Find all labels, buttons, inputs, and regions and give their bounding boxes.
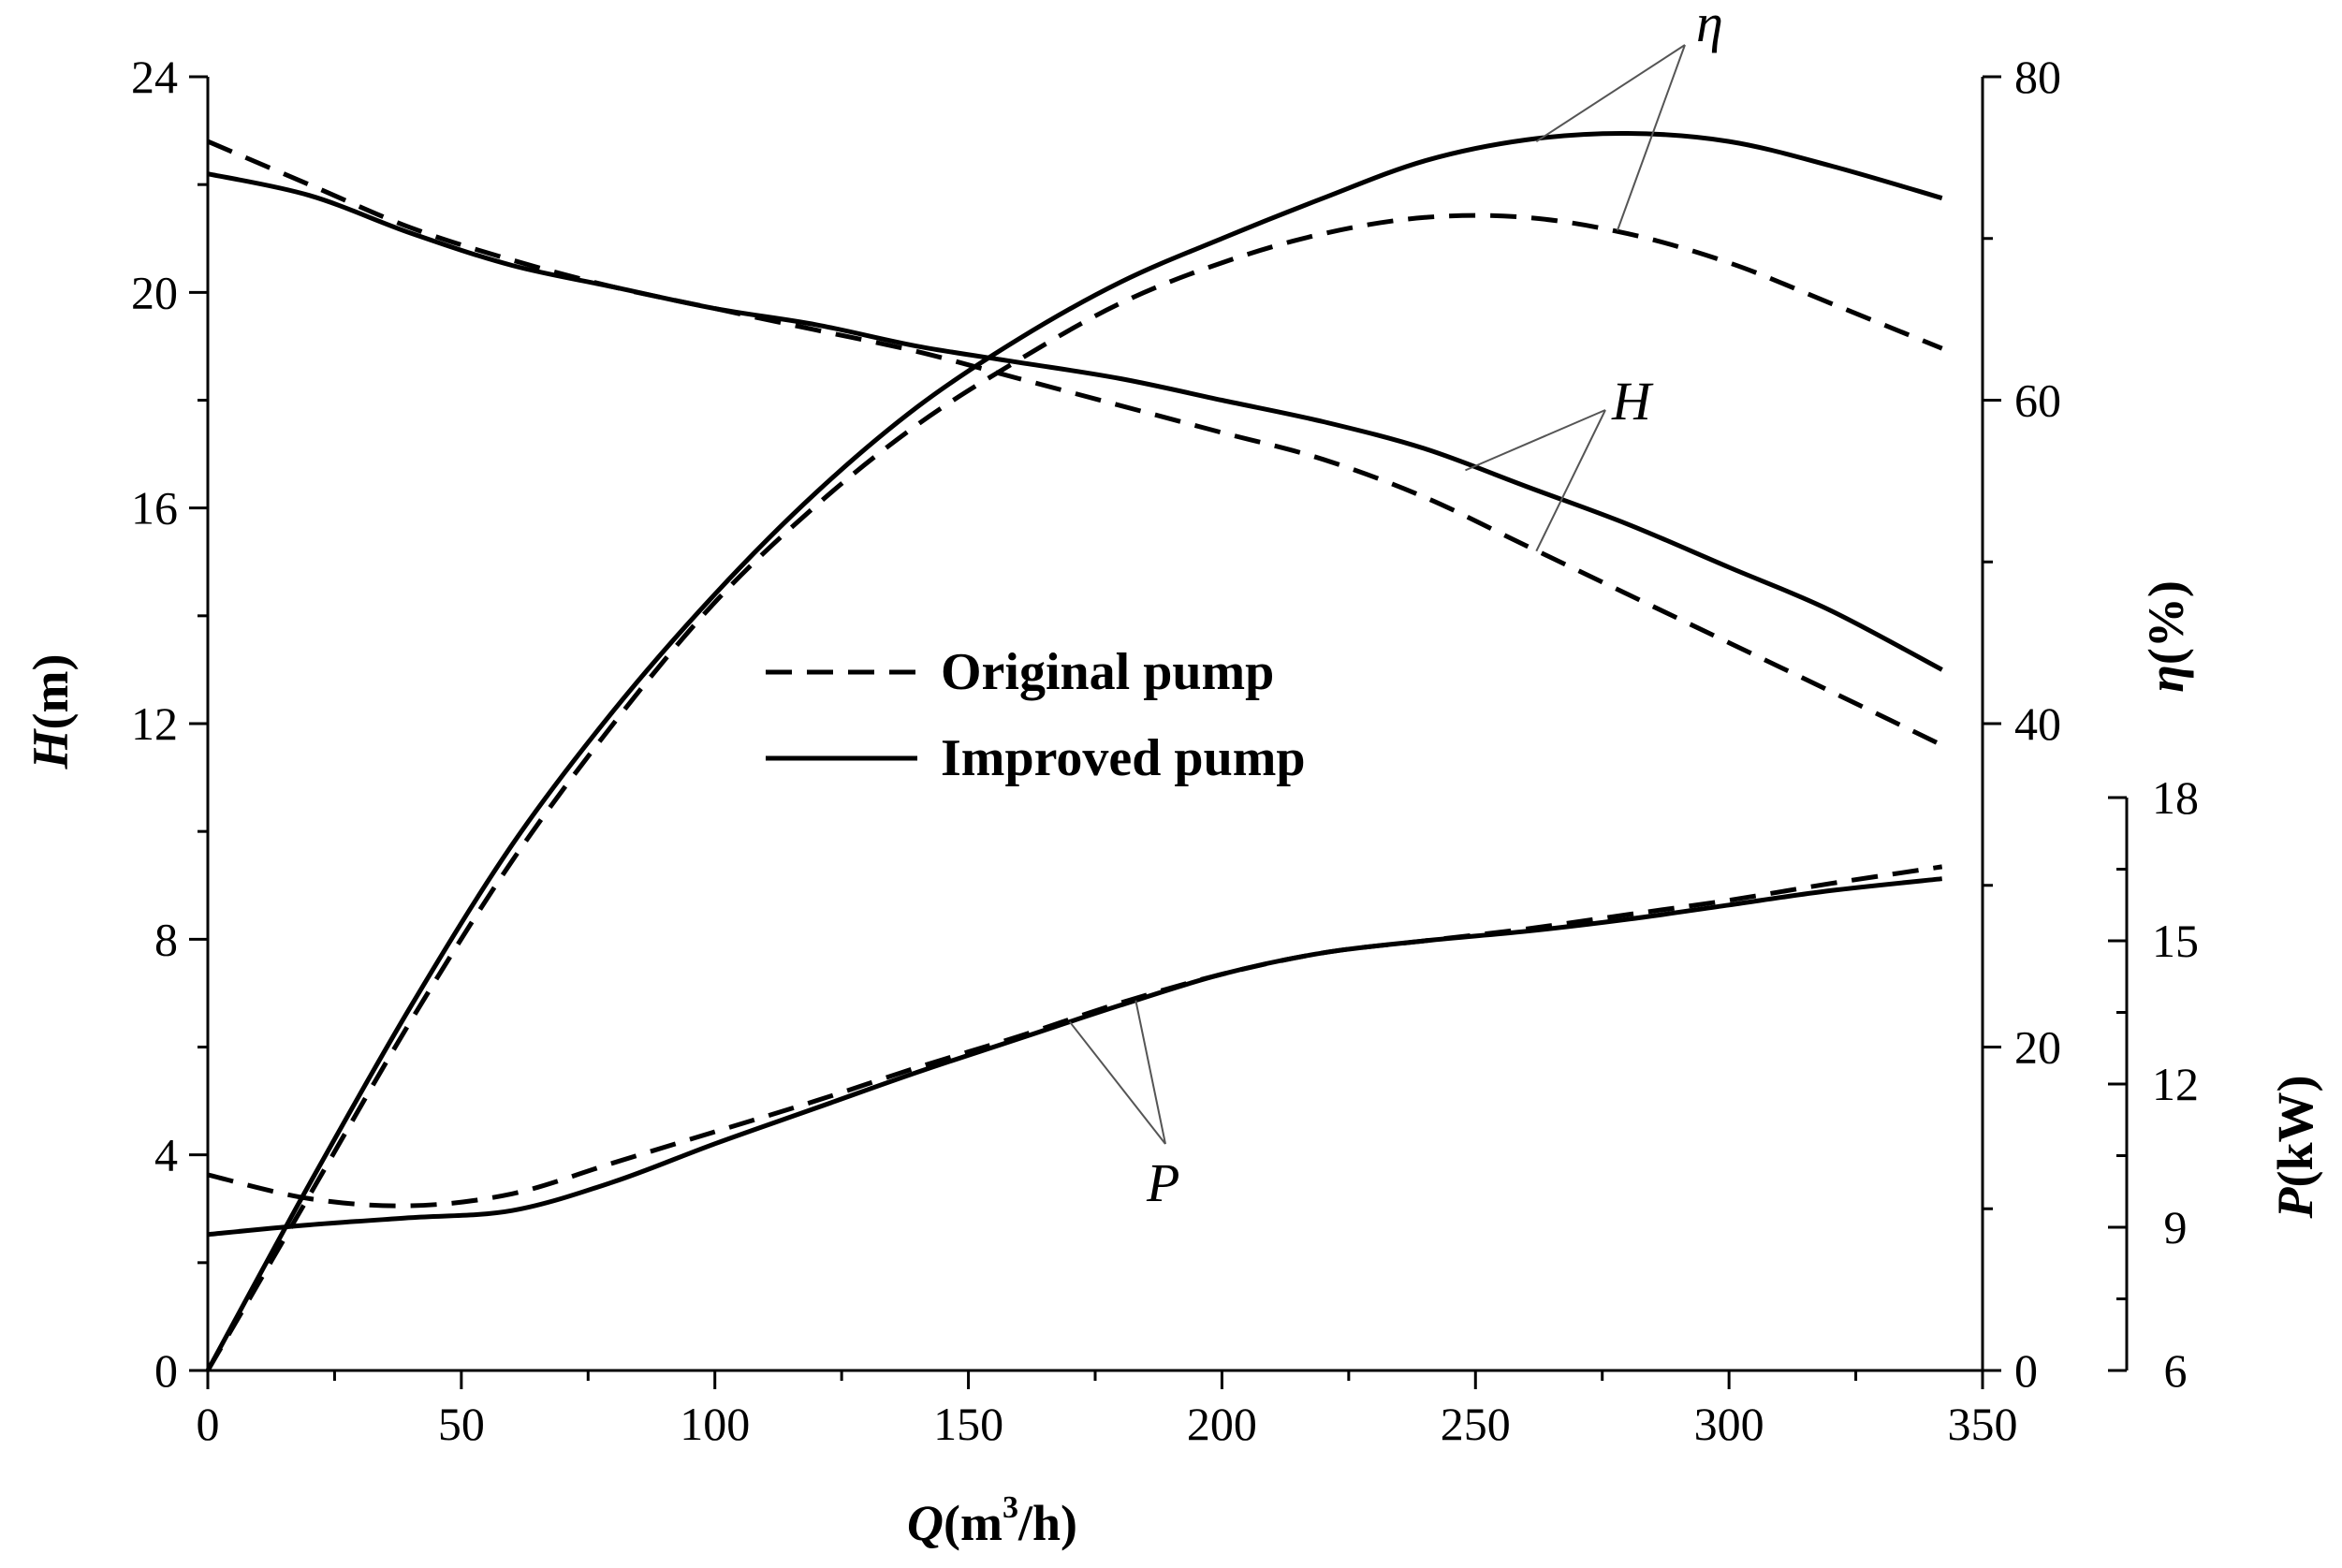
- x-tick-label: 300: [1694, 1398, 1764, 1450]
- eta-tick-label: 20: [2014, 1021, 2061, 1074]
- leader-eta-original: [1617, 44, 1686, 231]
- leader-p-improved: [1069, 1021, 1166, 1145]
- x-tick-label: 150: [933, 1398, 1003, 1450]
- eta-tick-label: 0: [2014, 1344, 2038, 1397]
- p-axis-title: P(kW): [2267, 1076, 2323, 1220]
- curve-h-improved: [207, 171, 1943, 672]
- x-tick-label: 100: [680, 1398, 750, 1450]
- leader-eta-improved: [1535, 44, 1686, 142]
- x-axis-title-main: Q: [907, 1495, 944, 1551]
- p-axis-title-main: P: [2267, 1187, 2323, 1220]
- p-tick-label: 6: [2164, 1344, 2188, 1397]
- h-tick-label: 20: [131, 266, 178, 318]
- leader-h-improved: [1465, 409, 1606, 472]
- curve-eta-improved: [205, 130, 1943, 1372]
- eta-tick-label: 80: [2014, 51, 2061, 103]
- x-tick-label: 250: [1441, 1398, 1511, 1450]
- x-tick-label: 350: [1948, 1398, 2018, 1450]
- h-tick-label: 4: [154, 1129, 178, 1181]
- x-axis-title-unit-suffix: /h): [1017, 1495, 1077, 1551]
- x-axis-title-unit-sup: 3: [1003, 1490, 1018, 1525]
- annotation-power: P: [1146, 1152, 1179, 1213]
- x-tick-label: 200: [1187, 1398, 1257, 1450]
- axes-layer: 0 50 100 150 200 250 300 3500481216202402040608…: [131, 51, 2199, 1450]
- h-axis-title: H(m): [22, 654, 79, 770]
- x-axis-title-unit-prefix: (m: [944, 1495, 1003, 1551]
- p-tick-label: 18: [2152, 771, 2199, 824]
- leader-h-original: [1535, 409, 1606, 552]
- annotation-head: H: [1611, 371, 1654, 432]
- h-axis-title-unit: (m): [22, 654, 79, 730]
- p-axis-title-unit: (kW): [2267, 1076, 2323, 1188]
- curve-p-original: [207, 864, 1943, 1209]
- eta-axis-title-unit: (%): [2138, 580, 2194, 665]
- h-tick-label: 24: [131, 51, 178, 103]
- x-tick-label: 50: [438, 1398, 485, 1450]
- legend-original-label: Original pump: [941, 643, 1274, 701]
- annotation-eta: η: [1696, 0, 1723, 53]
- legend-improved-label: Improved pump: [941, 729, 1306, 787]
- h-axis-title-main: H: [22, 727, 79, 769]
- h-tick-label: 8: [154, 913, 178, 965]
- eta-axis-title: η(%): [2138, 580, 2194, 693]
- eta-axis-title-main: η: [2138, 665, 2194, 693]
- leader-p-original: [1134, 1000, 1166, 1145]
- p-tick-label: 9: [2164, 1201, 2188, 1253]
- h-tick-label: 16: [131, 482, 178, 535]
- eta-tick-label: 40: [2014, 697, 2061, 750]
- h-tick-label: 12: [131, 697, 178, 750]
- eta-tick-label: 60: [2014, 374, 2061, 427]
- curve-eta-original: [205, 212, 1943, 1372]
- x-tick-label: 0: [197, 1398, 220, 1450]
- p-tick-label: 12: [2152, 1058, 2199, 1110]
- leader-lines-layer: [1069, 44, 1686, 1145]
- curves-layer: [205, 130, 1943, 1372]
- h-tick-label: 0: [154, 1344, 178, 1397]
- legend: Original pump Improved pump: [766, 643, 1306, 787]
- p-tick-label: 15: [2152, 915, 2199, 967]
- x-axis-title: Q(m3/h): [907, 1490, 1077, 1551]
- curve-p-improved: [207, 876, 1942, 1238]
